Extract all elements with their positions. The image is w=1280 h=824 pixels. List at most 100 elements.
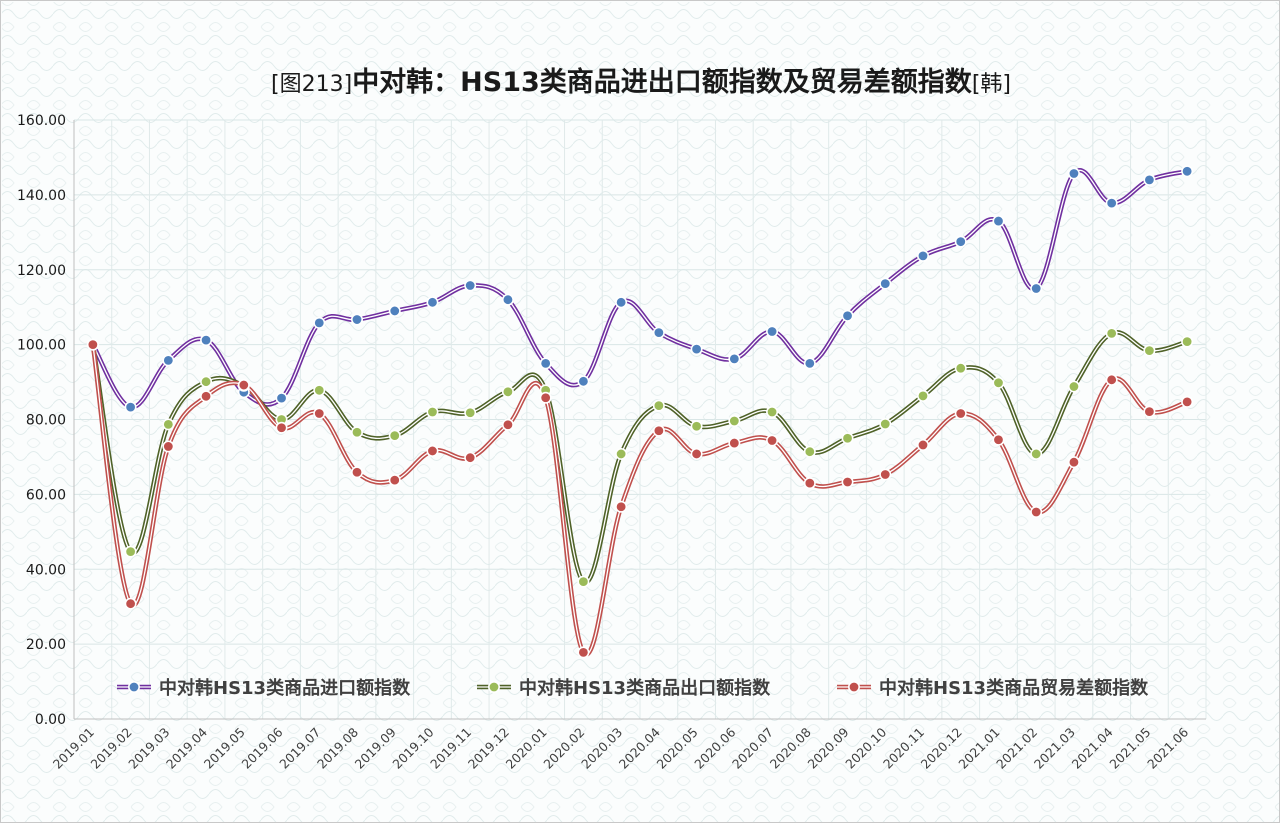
y-tick-label: 0.00 [35, 712, 66, 728]
data-point-s3 [464, 451, 477, 464]
data-point-s3 [237, 379, 250, 392]
data-point-s1 [690, 343, 703, 356]
data-point-s2 [124, 545, 137, 558]
data-point-s1 [615, 296, 628, 309]
data-point-s3 [992, 433, 1005, 446]
data-point-s3 [200, 390, 213, 403]
legend-label-2: 中对韩HS13类商品出口额指数 [519, 677, 771, 699]
y-tick-label: 120.00 [17, 263, 66, 279]
data-point-s3 [916, 438, 929, 451]
data-point-s2 [728, 414, 741, 427]
data-point-s2 [1030, 447, 1043, 460]
data-point-s2 [841, 432, 854, 445]
data-point-s1 [728, 352, 741, 365]
legend-marker-2 [487, 680, 500, 693]
data-point-s2 [350, 426, 363, 439]
data-point-s1 [388, 304, 401, 317]
data-point-s1 [426, 296, 439, 309]
data-point-s1 [841, 309, 854, 322]
y-tick-label: 80.00 [26, 413, 66, 429]
data-point-s1 [803, 357, 816, 370]
data-point-s3 [690, 447, 703, 460]
data-point-s1 [124, 401, 137, 414]
data-point-s3 [162, 440, 175, 453]
data-point-s3 [766, 434, 779, 447]
data-point-s3 [615, 500, 628, 513]
data-point-s3 [1105, 373, 1118, 386]
data-point-s3 [350, 466, 363, 479]
data-point-s1 [275, 392, 288, 405]
data-point-s3 [652, 424, 665, 437]
data-point-s1 [577, 375, 590, 388]
data-point-s2 [464, 406, 477, 419]
legend-marker-3 [847, 680, 860, 693]
data-point-s3 [577, 646, 590, 659]
data-point-s1 [200, 334, 213, 347]
legend-label-1: 中对韩HS13类商品进口额指数 [159, 677, 411, 699]
chart-title-suffix: [韩] [972, 72, 1011, 97]
data-point-s1 [313, 316, 326, 329]
data-point-s2 [501, 385, 514, 398]
data-point-s2 [879, 417, 892, 430]
data-point-s3 [954, 407, 967, 420]
data-point-s1 [652, 326, 665, 339]
y-tick-label: 60.00 [26, 487, 66, 503]
data-point-s3 [1030, 505, 1043, 518]
data-point-s2 [690, 420, 703, 433]
y-tick-label: 140.00 [17, 188, 66, 204]
series-markers [86, 165, 1194, 659]
data-point-s3 [313, 407, 326, 420]
data-point-s3 [124, 597, 137, 610]
data-point-s1 [1067, 167, 1080, 180]
data-point-s3 [1143, 405, 1156, 418]
data-point-s3 [1181, 395, 1194, 408]
chart-title-prefix: [图213] [271, 72, 352, 97]
y-tick-label: 160.00 [17, 113, 66, 129]
data-point-s2 [313, 384, 326, 397]
chart-title-main: 中对韩：HS13类商品进出口额指数及贸易差额指数 [352, 66, 973, 98]
data-point-s1 [162, 354, 175, 367]
data-point-s2 [954, 362, 967, 375]
data-point-s1 [501, 293, 514, 306]
data-point-s3 [388, 474, 401, 487]
data-point-s2 [652, 399, 665, 412]
data-point-s1 [1181, 165, 1194, 178]
data-point-s1 [1143, 173, 1156, 186]
data-point-s2 [766, 406, 779, 419]
data-point-s2 [426, 406, 439, 419]
data-point-s2 [200, 375, 213, 388]
data-point-s3 [1067, 456, 1080, 469]
data-point-s2 [1067, 380, 1080, 393]
data-point-s2 [388, 429, 401, 442]
data-point-s2 [1181, 335, 1194, 348]
legend-label-3: 中对韩HS13类商品贸易差额指数 [879, 677, 1149, 699]
data-point-s2 [803, 445, 816, 458]
chart-title: [图213]中对韩：HS13类商品进出口额指数及贸易差额指数[韩] [271, 66, 1011, 98]
data-point-s3 [879, 468, 892, 481]
data-point-s2 [577, 575, 590, 588]
data-point-s2 [916, 389, 929, 402]
data-point-s1 [1030, 282, 1043, 295]
data-point-s2 [1143, 344, 1156, 357]
data-point-s3 [86, 338, 99, 351]
data-point-s3 [841, 476, 854, 489]
legend: 中对韩HS13类商品进口额指数 中对韩HS13类商品出口额指数 中对韩HS13类商品… [117, 677, 1149, 699]
data-point-s1 [464, 279, 477, 292]
data-point-s2 [615, 447, 628, 460]
y-tick-label: 20.00 [26, 637, 66, 653]
data-point-s1 [954, 235, 967, 248]
data-point-s2 [162, 418, 175, 431]
data-point-s1 [766, 325, 779, 338]
y-tick-label: 40.00 [26, 562, 66, 578]
data-point-s1 [916, 249, 929, 262]
data-point-s1 [539, 357, 552, 370]
data-point-s2 [992, 376, 1005, 389]
data-point-s2 [1105, 327, 1118, 340]
data-point-s3 [803, 477, 816, 490]
data-point-s3 [539, 391, 552, 404]
legend-marker-1 [128, 680, 141, 693]
data-point-s1 [879, 277, 892, 290]
data-point-s3 [501, 418, 514, 431]
